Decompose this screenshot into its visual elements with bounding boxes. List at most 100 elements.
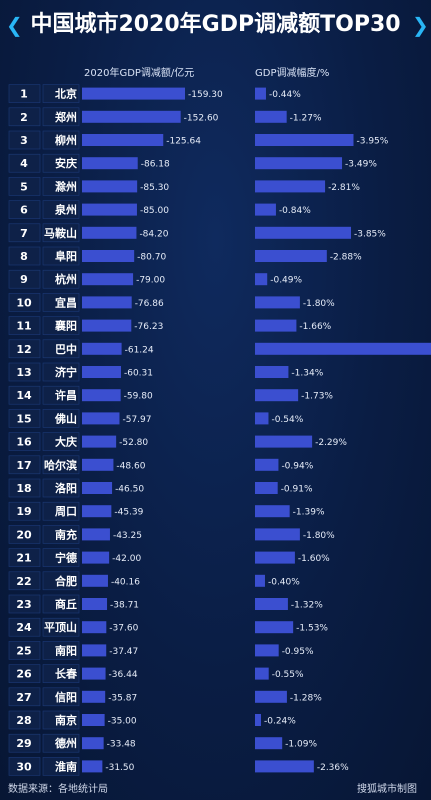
city-label: 周口 bbox=[55, 505, 77, 518]
city-label: 南充 bbox=[55, 527, 77, 541]
rank-box bbox=[8, 269, 41, 289]
gdp-bar bbox=[82, 296, 132, 309]
gdp-bar bbox=[82, 690, 106, 703]
pct-value-label: -1.27% bbox=[290, 113, 322, 123]
gdp-value-label: -35.87 bbox=[108, 693, 137, 703]
rank-box bbox=[8, 316, 41, 335]
gdp-bar bbox=[82, 87, 185, 100]
rank-label: 23 bbox=[16, 598, 31, 611]
city-label: 安庆 bbox=[55, 156, 77, 170]
gdp-value-label: -57.97 bbox=[122, 415, 151, 425]
city-box bbox=[42, 710, 80, 730]
rank-box bbox=[8, 385, 41, 405]
chevron-right-icon: ❯ bbox=[412, 13, 429, 37]
gdp-bar bbox=[82, 598, 108, 610]
pct-value-label: -1.73% bbox=[301, 392, 333, 402]
gdp-value-label: -31.50 bbox=[105, 763, 134, 773]
gdp-value-label: -84.20 bbox=[139, 229, 168, 239]
city-box bbox=[42, 432, 80, 451]
pct-value-label: -2.88% bbox=[330, 253, 362, 263]
gdp-bar bbox=[82, 180, 138, 193]
pct-bar bbox=[255, 412, 269, 425]
pct-value-label: -3.49% bbox=[345, 160, 377, 170]
city-box bbox=[42, 223, 80, 243]
city-box bbox=[42, 84, 80, 103]
gdp-value-label: -37.47 bbox=[109, 647, 138, 657]
city-label: 信阳 bbox=[55, 690, 77, 704]
gdp-value-label: -52.80 bbox=[119, 438, 148, 448]
rank-box bbox=[8, 200, 41, 219]
rank-label: 24 bbox=[16, 621, 32, 634]
city-label: 巴中 bbox=[55, 342, 77, 356]
pct-value-label: -1.09% bbox=[285, 740, 317, 750]
gdp-bar bbox=[82, 505, 112, 518]
rank-box bbox=[8, 153, 41, 173]
city-box bbox=[42, 362, 80, 382]
pct-bar bbox=[255, 528, 300, 541]
gdp-bar bbox=[82, 760, 103, 773]
rank-label: 29 bbox=[16, 737, 31, 750]
pct-value-label: -2.36% bbox=[317, 763, 349, 773]
column-headers: 2020年GDP调减额/亿元 GDP调减幅度/% bbox=[0, 62, 431, 82]
gdp-bar bbox=[82, 737, 104, 750]
pct-bar bbox=[255, 737, 283, 750]
rank-box bbox=[8, 246, 41, 266]
city-label: 泉州 bbox=[54, 203, 77, 217]
pct-bar bbox=[255, 157, 343, 170]
pct-bar bbox=[255, 458, 279, 471]
gdp-value-label: -43.25 bbox=[113, 531, 142, 541]
pct-bar bbox=[255, 760, 314, 773]
gdp-bar bbox=[82, 528, 110, 541]
rank-label: 13 bbox=[16, 366, 31, 379]
city-box bbox=[42, 409, 80, 428]
pct-bar bbox=[255, 110, 287, 123]
city-label: 哈尔滨 bbox=[44, 458, 77, 472]
city-label: 济宁 bbox=[55, 365, 77, 379]
pct-bar bbox=[255, 87, 266, 100]
city-label: 郑州 bbox=[55, 110, 77, 124]
city-box bbox=[42, 177, 80, 196]
rank-box bbox=[8, 710, 41, 730]
rank-box bbox=[8, 455, 41, 475]
rank-label: 4 bbox=[20, 157, 28, 170]
gdp-bar bbox=[82, 319, 132, 332]
gdp-value-label: -59.80 bbox=[124, 392, 153, 402]
rank-label: 1 bbox=[20, 88, 28, 101]
gdp-value-label: -40.16 bbox=[111, 577, 140, 587]
rank-label: 9 bbox=[20, 273, 28, 286]
rank-box bbox=[8, 177, 41, 196]
pct-bar bbox=[255, 690, 287, 703]
gdp-value-label: -35.00 bbox=[108, 717, 137, 727]
pct-bar bbox=[255, 574, 265, 587]
city-label: 北京 bbox=[55, 87, 77, 101]
pct-bar bbox=[255, 551, 295, 564]
gdp-value-label: -33.48 bbox=[107, 740, 136, 750]
gdp-bar bbox=[82, 250, 135, 262]
pct-value-label: -1.80% bbox=[303, 299, 335, 309]
pct-value-label: -0.49% bbox=[270, 276, 302, 286]
city-label: 洛阳 bbox=[55, 481, 77, 495]
city-label: 平顶山 bbox=[44, 620, 77, 634]
pct-value-label: -1.53% bbox=[296, 624, 328, 634]
city-box bbox=[42, 316, 80, 335]
rank-label: 2 bbox=[20, 111, 28, 124]
rank-box bbox=[8, 339, 41, 359]
gdp-bar bbox=[82, 621, 107, 634]
gdp-value-label: -76.23 bbox=[134, 322, 163, 332]
pct-value-label: -0.55% bbox=[272, 670, 304, 680]
city-box bbox=[42, 130, 80, 150]
rank-box bbox=[8, 362, 41, 382]
pct-value-label: -0.95% bbox=[282, 647, 314, 657]
pct-value-label: -0.54% bbox=[271, 415, 303, 425]
pct-bar bbox=[255, 250, 327, 262]
rank-label: 28 bbox=[16, 714, 31, 727]
gdp-bar bbox=[82, 157, 138, 170]
city-box bbox=[42, 664, 80, 683]
pct-bar bbox=[255, 621, 294, 634]
gdp-bar bbox=[82, 110, 181, 123]
city-box bbox=[42, 687, 80, 707]
gdp-value-label: -36.44 bbox=[109, 670, 138, 680]
city-box bbox=[42, 617, 80, 637]
pct-bar bbox=[255, 667, 269, 680]
